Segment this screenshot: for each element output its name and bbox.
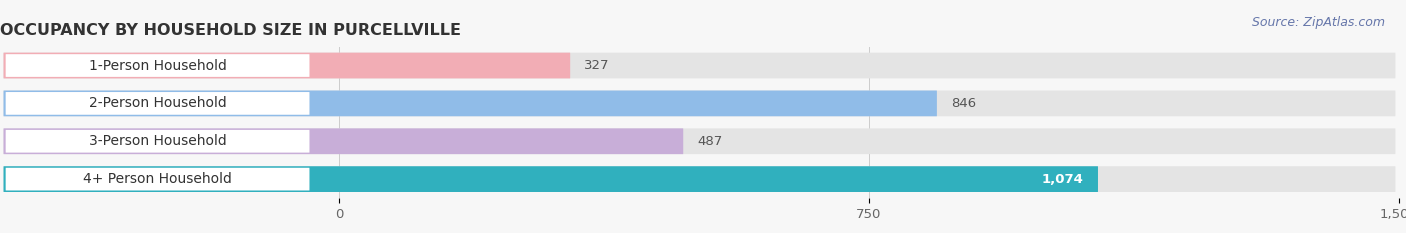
Text: OCCUPANCY BY HOUSEHOLD SIZE IN PURCELLVILLE: OCCUPANCY BY HOUSEHOLD SIZE IN PURCELLVI…: [0, 24, 461, 38]
Text: 487: 487: [697, 135, 723, 148]
Text: 3-Person Household: 3-Person Household: [89, 134, 226, 148]
FancyBboxPatch shape: [6, 54, 309, 77]
FancyBboxPatch shape: [6, 168, 309, 191]
Text: 846: 846: [950, 97, 976, 110]
FancyBboxPatch shape: [4, 128, 1395, 154]
Text: Source: ZipAtlas.com: Source: ZipAtlas.com: [1251, 16, 1385, 29]
FancyBboxPatch shape: [4, 90, 936, 116]
Text: 1,074: 1,074: [1042, 173, 1084, 186]
FancyBboxPatch shape: [4, 166, 1395, 192]
Text: 1-Person Household: 1-Person Household: [89, 58, 226, 72]
Text: 4+ Person Household: 4+ Person Household: [83, 172, 232, 186]
FancyBboxPatch shape: [4, 128, 683, 154]
FancyBboxPatch shape: [6, 92, 309, 115]
FancyBboxPatch shape: [6, 130, 309, 153]
Text: 327: 327: [585, 59, 610, 72]
FancyBboxPatch shape: [4, 53, 571, 78]
FancyBboxPatch shape: [4, 90, 1395, 116]
FancyBboxPatch shape: [4, 53, 1395, 78]
FancyBboxPatch shape: [4, 166, 1098, 192]
Text: 2-Person Household: 2-Person Household: [89, 96, 226, 110]
